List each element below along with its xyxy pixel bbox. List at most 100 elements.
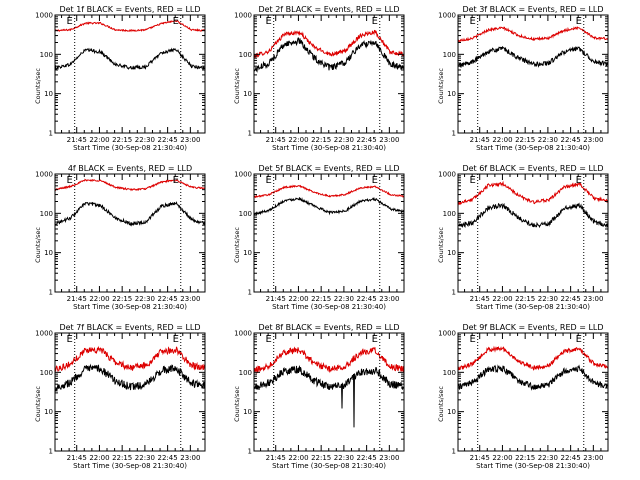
event-marker-label: E bbox=[576, 175, 582, 186]
y-tick-label: 1000 bbox=[438, 330, 456, 338]
y-tick-label: 10 bbox=[447, 408, 456, 416]
chart-title: Det 8f BLACK = Events, RED = LLD bbox=[258, 323, 399, 332]
event-marker-label: E bbox=[67, 334, 73, 345]
y-tick-label: 1 bbox=[452, 289, 456, 297]
y-axis-label: Counts/sec bbox=[233, 227, 241, 263]
event-marker-label: E bbox=[266, 16, 272, 27]
series-line bbox=[253, 29, 405, 59]
chart-panel: Det 5f BLACK = Events, RED = LLD E E 1 10 100… bbox=[233, 164, 405, 311]
chart-title: Det 7f BLACK = Events, RED = LLD bbox=[59, 323, 200, 332]
y-tick-label: 100 bbox=[443, 51, 456, 59]
event-marker-label: E bbox=[67, 16, 73, 27]
x-tick-label: 21:45 bbox=[266, 295, 286, 303]
y-tick-label: 1 bbox=[452, 130, 456, 138]
x-tick-label: 23:00 bbox=[379, 295, 399, 303]
x-tick-label: 22:15 bbox=[112, 295, 132, 303]
x-axis-label: Start Time (30-Sep-08 21:30:40) bbox=[476, 303, 590, 311]
x-tick-label: 22:45 bbox=[158, 295, 178, 303]
x-tick-label: 22:45 bbox=[158, 136, 178, 144]
x-tick-label: 21:45 bbox=[67, 454, 87, 462]
x-tick-label: 22:15 bbox=[311, 454, 331, 462]
series-line bbox=[54, 201, 206, 227]
y-tick-label: 100 bbox=[443, 369, 456, 377]
event-marker-label: E bbox=[576, 334, 582, 345]
event-marker-label: E bbox=[372, 334, 378, 345]
plot-frame bbox=[253, 14, 405, 134]
x-axis-label: Start Time (30-Sep-08 21:30:40) bbox=[272, 303, 386, 311]
y-axis-label: Counts/sec bbox=[233, 386, 241, 422]
series-line bbox=[253, 197, 405, 216]
y-axis-label: Counts/sec bbox=[34, 68, 42, 104]
x-tick-label: 22:00 bbox=[89, 136, 109, 144]
x-tick-label: 22:45 bbox=[158, 454, 178, 462]
series-line bbox=[457, 364, 609, 391]
y-tick-label: 1 bbox=[49, 448, 53, 456]
chart-panel: 4f BLACK = Events, RED = LLD E E 1 10 100 1000… bbox=[34, 164, 206, 311]
series-line bbox=[457, 46, 609, 68]
x-tick-label: 22:30 bbox=[334, 295, 354, 303]
series-line bbox=[253, 365, 405, 428]
x-tick-label: 23:00 bbox=[379, 136, 399, 144]
x-tick-label: 22:00 bbox=[288, 136, 308, 144]
chart-panel: Det 7f BLACK = Events, RED = LLD E E 1 10 100… bbox=[34, 323, 206, 470]
series-line bbox=[54, 178, 206, 192]
y-tick-label: 100 bbox=[239, 369, 252, 377]
y-axis-label: Counts/sec bbox=[34, 227, 42, 263]
chart-title: Det 5f BLACK = Events, RED = LLD bbox=[258, 164, 399, 173]
x-tick-label: 22:45 bbox=[357, 136, 377, 144]
x-tick-label: 22:00 bbox=[492, 454, 512, 462]
event-marker-label: E bbox=[470, 16, 476, 27]
x-tick-label: 22:45 bbox=[561, 136, 581, 144]
y-tick-label: 1000 bbox=[35, 12, 53, 20]
x-axis-label: Start Time (30-Sep-08 21:30:40) bbox=[272, 462, 386, 470]
x-tick-label: 22:30 bbox=[538, 136, 558, 144]
series-line bbox=[54, 19, 206, 33]
y-tick-label: 1000 bbox=[438, 12, 456, 20]
series-line bbox=[457, 180, 609, 206]
y-tick-label: 100 bbox=[239, 51, 252, 59]
y-tick-label: 1000 bbox=[35, 171, 53, 179]
event-marker-label: E bbox=[372, 175, 378, 186]
event-marker-label: E bbox=[173, 175, 179, 186]
series-line bbox=[54, 47, 206, 71]
x-tick-label: 22:00 bbox=[89, 295, 109, 303]
y-axis-label: Counts/sec bbox=[34, 386, 42, 422]
x-tick-label: 22:45 bbox=[357, 295, 377, 303]
x-tick-label: 22:15 bbox=[311, 295, 331, 303]
event-marker-label: E bbox=[372, 16, 378, 27]
event-marker-label: E bbox=[470, 334, 476, 345]
x-tick-label: 22:00 bbox=[288, 454, 308, 462]
event-marker-label: E bbox=[470, 175, 476, 186]
x-tick-label: 22:15 bbox=[311, 136, 331, 144]
plot-frame bbox=[54, 332, 206, 452]
x-axis-label: Start Time (30-Sep-08 21:30:40) bbox=[73, 462, 187, 470]
y-axis-label: Counts/sec bbox=[437, 227, 445, 263]
y-axis-label: Counts/sec bbox=[437, 386, 445, 422]
chart-title: Det 3f BLACK = Events, RED = LLD bbox=[462, 5, 603, 14]
y-axis-label: Counts/sec bbox=[437, 68, 445, 104]
x-tick-label: 21:45 bbox=[470, 295, 490, 303]
x-tick-label: 22:30 bbox=[135, 454, 155, 462]
event-marker-label: E bbox=[266, 334, 272, 345]
x-tick-label: 21:45 bbox=[67, 295, 87, 303]
chart-title: Det 6f BLACK = Events, RED = LLD bbox=[462, 164, 603, 173]
y-tick-label: 10 bbox=[243, 249, 252, 257]
x-tick-label: 23:00 bbox=[180, 136, 200, 144]
y-tick-label: 1 bbox=[49, 289, 53, 297]
series-line bbox=[457, 202, 609, 229]
y-tick-label: 100 bbox=[40, 51, 53, 59]
y-tick-label: 1 bbox=[248, 289, 252, 297]
x-tick-label: 22:45 bbox=[561, 454, 581, 462]
y-tick-label: 10 bbox=[447, 249, 456, 257]
y-tick-label: 1000 bbox=[234, 12, 252, 20]
x-tick-label: 22:15 bbox=[515, 136, 535, 144]
x-axis-label: Start Time (30-Sep-08 21:30:40) bbox=[476, 144, 590, 152]
chart-title: Det 2f BLACK = Events, RED = LLD bbox=[258, 5, 399, 14]
x-tick-label: 22:15 bbox=[515, 454, 535, 462]
chart-title: 4f BLACK = Events, RED = LLD bbox=[68, 164, 192, 173]
x-tick-label: 23:00 bbox=[583, 295, 603, 303]
x-tick-label: 21:45 bbox=[470, 136, 490, 144]
x-tick-label: 23:00 bbox=[180, 295, 200, 303]
x-tick-label: 22:30 bbox=[334, 454, 354, 462]
x-tick-label: 23:00 bbox=[583, 136, 603, 144]
